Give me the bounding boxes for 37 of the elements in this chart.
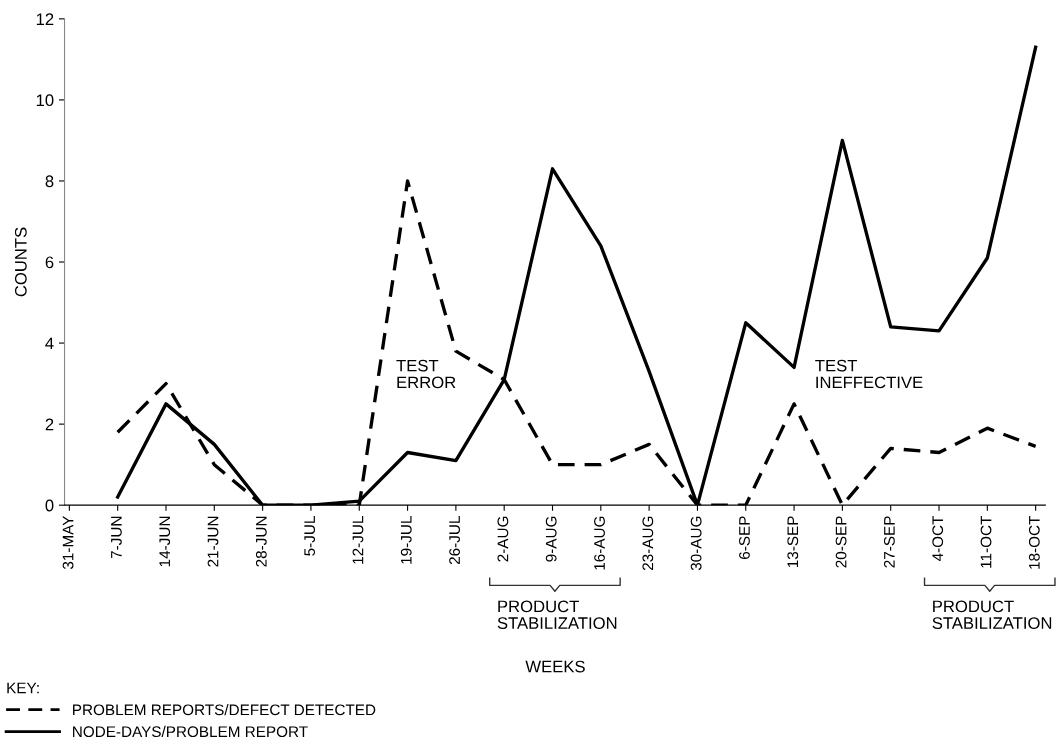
legend-label: PROBLEM REPORTS/DEFECT DETECTED [73,703,376,716]
x-tick-label: 12-JUL [352,516,364,564]
x-tick-label: 6-SEP [739,516,750,559]
legend-title: KEY: [7,682,39,694]
x-tick-label: 2-AUG [497,516,509,562]
text: PRODUCT STABILIZATION [497,600,617,629]
text: WEEKS [525,660,585,673]
y-axis-title: COUNTS [14,227,27,297]
x-tick-label: 13-SEP [787,516,799,568]
x-tick-label: 27-SEP [883,516,895,568]
x-tick-label: 9-AUG [545,516,557,562]
annotation: TEST INEFFECTIVE [815,359,923,389]
x-tick-label: 18-OCT [1028,515,1040,569]
x-tick-label: 26-JUL [449,516,460,565]
x-tick-label: 14-JUN [159,516,171,567]
x-tick-label: 23-AUG [642,516,654,571]
x-tick-label: 21-JUN [207,516,219,567]
annotation: TEST ERROR [396,359,456,389]
x-tick-label: 16-AUG [594,516,605,570]
y-tick-label: 12 [36,13,54,25]
x-tick-label: 30-AUG [690,516,702,571]
y-tick-label: 8 [45,175,54,188]
legend-label: NODE-DAYS/PROBLEM REPORT [73,725,308,738]
y-tick-label: 6 [45,256,54,269]
x-tick-label: 4-OCT [932,515,944,562]
x-tick-label: 20-SEP [835,516,847,568]
y-tick-label: 0 [45,499,54,512]
y-tick-label: 10 [36,94,54,107]
text: PRODUCT STABILIZATION [932,600,1052,629]
x-tick-label: 5-JUL [304,516,316,556]
x-tick-label: 19-JUL [400,516,412,564]
x-tick-label: 28-JUN [255,516,267,567]
x-tick-label: 31-MAY [62,515,74,570]
y-tick-label: 2 [45,418,54,431]
x-tick-label: 7-JUN [111,516,122,559]
x-tick-label: 11-OCT [980,515,992,568]
y-tick-label: 4 [45,337,54,350]
